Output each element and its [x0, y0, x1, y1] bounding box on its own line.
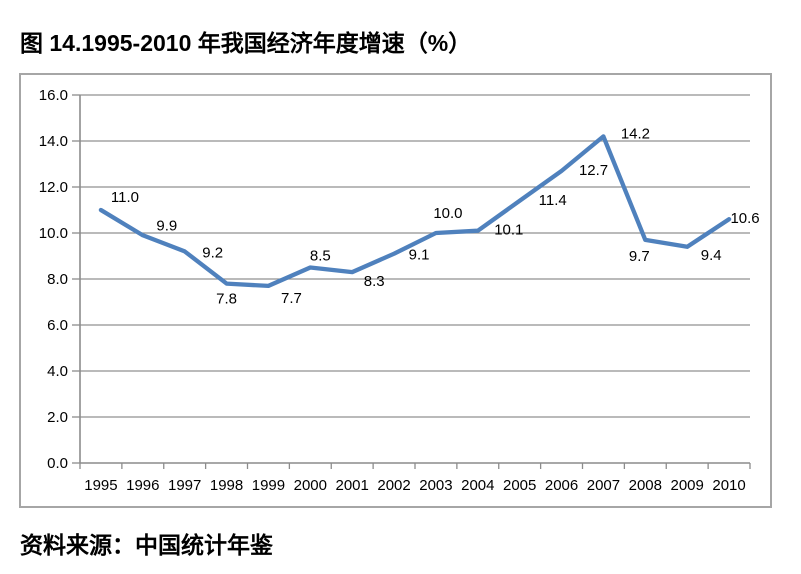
data-label: 9.9 — [156, 217, 177, 234]
y-tick-label: 8.0 — [47, 271, 68, 288]
line-chart: 0.0 2.0 4.0 6.0 8.0 10.0 12.0 14.0 16.0 1995 1996 1… — [19, 73, 772, 508]
x-tick-label: 2005 — [503, 477, 536, 494]
x-tick-label: 2009 — [671, 477, 704, 494]
data-label: 10.1 — [494, 222, 523, 239]
y-tick-label: 6.0 — [47, 317, 68, 334]
data-label: 8.3 — [364, 273, 385, 290]
data-label: 10.6 — [730, 210, 759, 227]
data-label: 9.4 — [701, 247, 722, 264]
y-tick-label: 2.0 — [47, 409, 68, 426]
x-tick-label: 1997 — [168, 477, 201, 494]
chart-area: 0.0 2.0 4.0 6.0 8.0 10.0 12.0 14.0 16.0 1995 1996 1… — [19, 73, 772, 508]
y-tick-label: 0.0 — [47, 455, 68, 472]
data-label: 9.1 — [409, 247, 430, 264]
source-note: 资料来源：中国统计年鉴 — [20, 532, 273, 558]
x-tick-label: 2001 — [336, 477, 369, 494]
x-tick-label: 1999 — [252, 477, 285, 494]
x-tick-label: 1996 — [126, 477, 159, 494]
y-tick-label: 4.0 — [47, 363, 68, 380]
data-label: 9.7 — [629, 248, 650, 265]
data-label: 7.8 — [216, 291, 237, 308]
x-tick-label: 2010 — [712, 477, 745, 494]
data-label: 7.7 — [281, 290, 302, 307]
x-tick-label: 2008 — [629, 477, 662, 494]
data-label: 8.5 — [310, 248, 331, 265]
x-tick-label: 1995 — [84, 477, 117, 494]
chart-title: 图 14.1995-2010 年我国经济年度增速（%） — [20, 30, 472, 56]
y-tick-label: 12.0 — [39, 179, 68, 196]
data-label: 11.0 — [111, 189, 139, 206]
x-tick-label: 2004 — [461, 477, 494, 494]
data-label: 10.0 — [433, 205, 462, 222]
data-label: 12.7 — [579, 162, 608, 179]
x-tick-label: 2007 — [587, 477, 620, 494]
data-label: 11.4 — [539, 192, 567, 209]
x-tick-label: 2003 — [419, 477, 452, 494]
y-tick-label: 16.0 — [39, 87, 68, 104]
chart-frame — [19, 73, 772, 508]
data-label: 14.2 — [621, 125, 650, 142]
data-label: 9.2 — [202, 244, 223, 261]
y-tick-label: 14.0 — [39, 133, 68, 150]
x-tick-label: 2006 — [545, 477, 578, 494]
series-line — [98, 134, 732, 289]
x-tick-label: 2002 — [377, 477, 410, 494]
x-tick-label: 1998 — [210, 477, 243, 494]
y-tick-label: 10.0 — [39, 225, 68, 242]
x-tick-label: 2000 — [294, 477, 327, 494]
